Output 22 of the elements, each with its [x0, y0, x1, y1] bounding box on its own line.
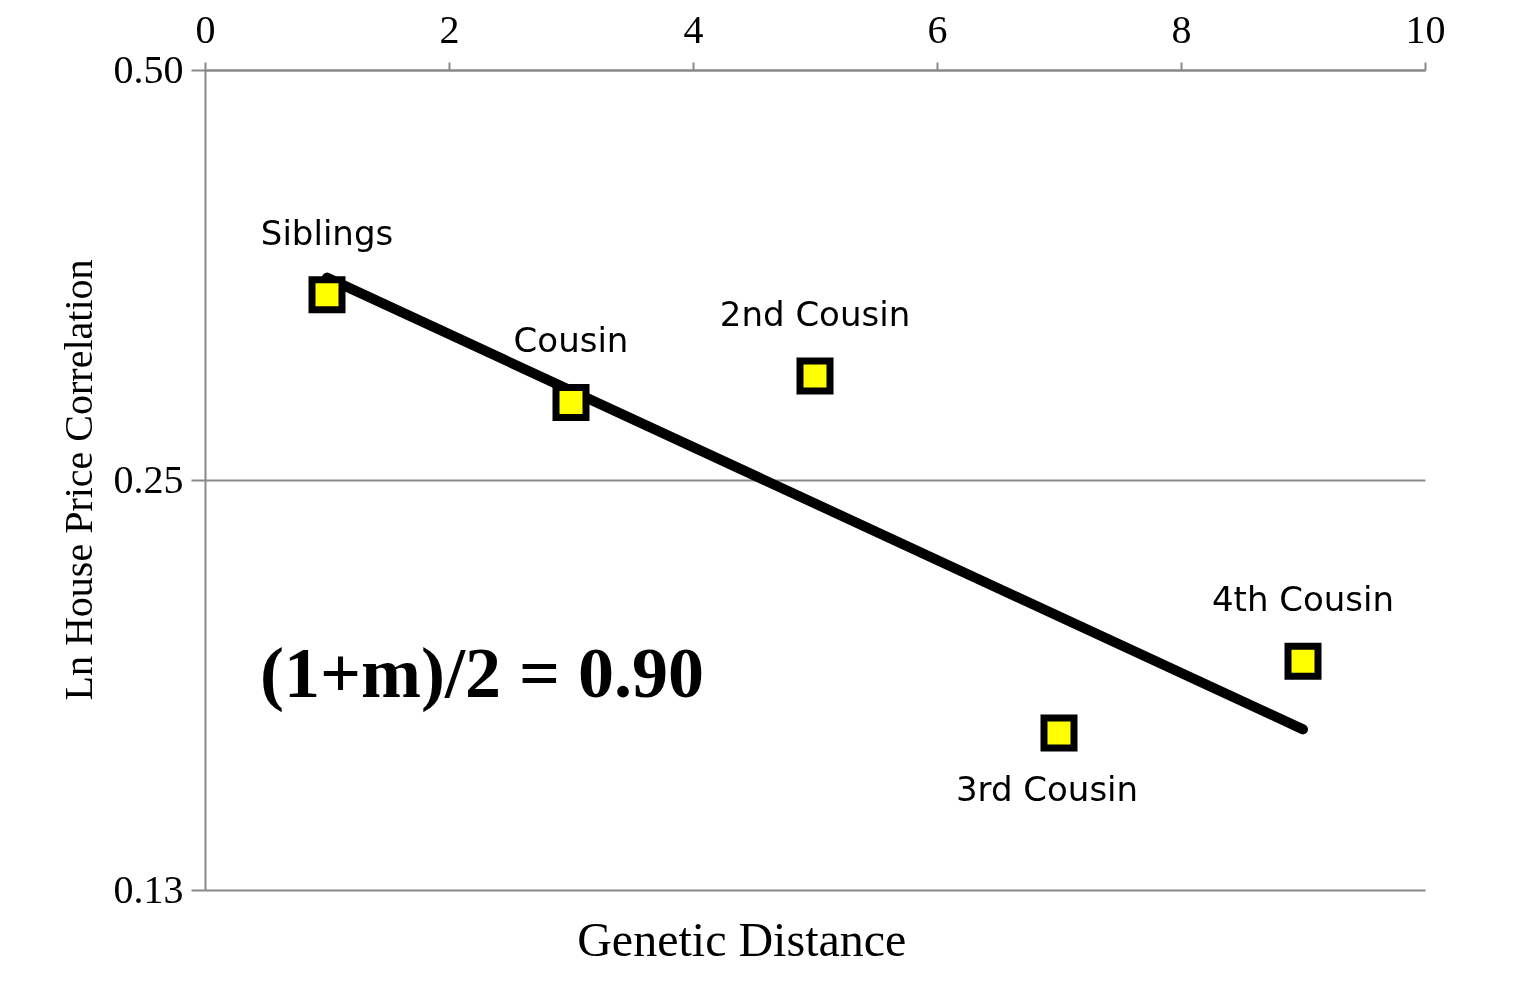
x-tick-label: 8 [1171, 6, 1192, 52]
annotation: 2nd Cousin [719, 294, 911, 335]
point [796, 357, 834, 395]
x-tick-label: 10 [1405, 6, 1446, 52]
x-tick-label: 2 [439, 6, 460, 52]
point [308, 276, 346, 314]
x-tick-label: 4 [683, 6, 704, 52]
point [1284, 642, 1322, 680]
y-tick-label: 0.25 [113, 456, 184, 502]
annotation: Siblings [260, 212, 394, 253]
y-tick-label: 0.13 [113, 866, 184, 912]
x-tick-label: 0 [195, 6, 216, 52]
x-tick-label: 6 [927, 6, 948, 52]
annotation: (1+m)/2 = 0.90 [260, 633, 704, 713]
annotation: 4th Cousin [1211, 579, 1395, 620]
y-tick-label: 0.50 [113, 46, 184, 92]
x-axis-title: Genetic Distance [577, 913, 907, 966]
annotation: 3rd Cousin [955, 768, 1139, 809]
point [552, 384, 590, 421]
y-axis-title: Ln House Price Correlation [56, 259, 101, 701]
point [1040, 714, 1078, 752]
annotation: Cousin [513, 320, 629, 361]
